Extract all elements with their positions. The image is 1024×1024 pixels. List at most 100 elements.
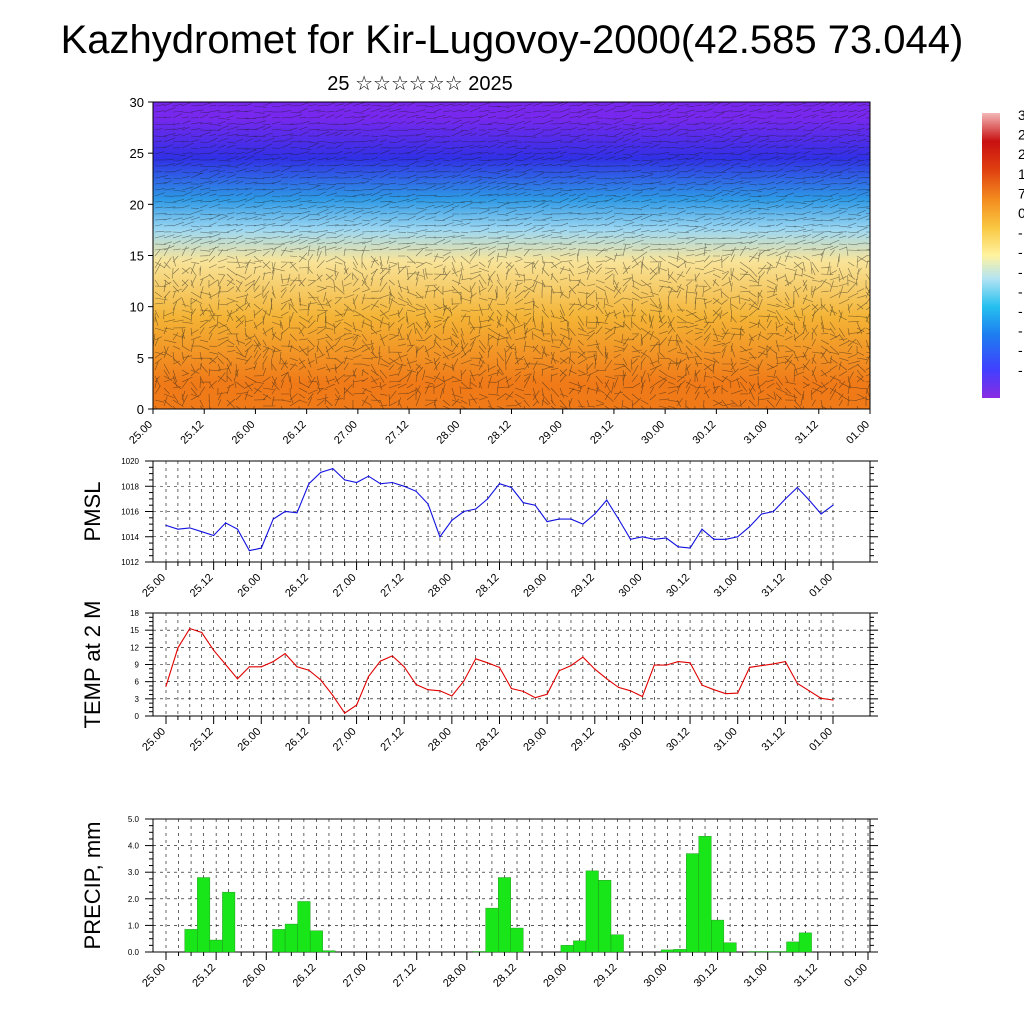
- data-point: [260, 547, 262, 549]
- data-point: [594, 513, 596, 515]
- data-point: [379, 660, 381, 662]
- data-point: [403, 666, 405, 668]
- data-point: [713, 538, 715, 540]
- data-point: [629, 690, 632, 692]
- data-point: [629, 538, 632, 540]
- colorbar-ramp: [982, 113, 1000, 398]
- data-point: [832, 504, 834, 506]
- x-tick-label: 31.00: [712, 726, 740, 754]
- x-tick-label: 25.00: [140, 962, 168, 990]
- data-point: [272, 661, 274, 663]
- precip-bar: [209, 939, 223, 953]
- data-point: [808, 499, 810, 501]
- data-point: [320, 679, 322, 681]
- colorbar-label: -: [1018, 342, 1023, 358]
- data-point: [403, 485, 405, 487]
- cs-x-tick-label: 29.12: [588, 419, 616, 447]
- y-tick-label: 3.0: [128, 868, 140, 877]
- data-point: [808, 690, 810, 692]
- precip-bar: [610, 934, 624, 953]
- data-point: [201, 631, 203, 634]
- pmsl-panel: 1012 1014 1016 1018 1020 25.00 25.12 26.00 26.12…: [80, 457, 878, 600]
- data-point: [772, 510, 775, 513]
- data-point: [260, 666, 262, 668]
- data-point: [725, 693, 727, 695]
- data-point: [486, 498, 489, 500]
- data-point: [224, 663, 227, 666]
- data-point: [677, 546, 679, 548]
- data-point: [320, 471, 322, 473]
- data-point: [475, 508, 477, 510]
- data-point: [760, 665, 763, 667]
- data-point: [332, 694, 334, 697]
- data-point: [272, 518, 274, 520]
- cross-section-panel: 0 5 10 15 20 25 30 25.00 25.12 26.00 26.12 27.00 27.…: [127, 95, 872, 447]
- cs-y-tick-label: 20: [130, 197, 144, 212]
- data-point: [355, 481, 358, 484]
- data-point: [760, 513, 763, 515]
- data-point: [236, 528, 239, 530]
- x-tick-label: 31.00: [742, 962, 770, 990]
- chart-subtitle: 25 ☆☆☆☆☆☆ 2025: [327, 73, 513, 95]
- data-point: [796, 486, 798, 489]
- cs-x-tick-label: 30.00: [639, 419, 667, 447]
- x-tick-label: 31.12: [792, 962, 820, 990]
- data-point: [189, 527, 191, 529]
- data-point: [653, 538, 655, 540]
- data-point: [498, 483, 501, 485]
- x-tick-label: 29.12: [569, 572, 597, 600]
- data-point: [665, 664, 667, 666]
- data-point: [379, 483, 381, 485]
- data-point: [463, 680, 465, 682]
- data-point: [594, 668, 596, 670]
- colorbar-label: -: [1018, 264, 1023, 280]
- data-point: [486, 662, 489, 664]
- precip-bar: [497, 877, 511, 953]
- cs-x-tick-label: 28.12: [486, 419, 514, 447]
- x-tick-label: 29.00: [521, 726, 549, 754]
- x-tick-label: 01.00: [842, 962, 870, 990]
- data-point: [534, 504, 536, 506]
- y-tick-label: 18: [130, 609, 139, 618]
- grid-lines: [153, 612, 870, 717]
- cs-y-tick-label: 30: [130, 95, 144, 110]
- x-tick-label: 01.00: [807, 726, 835, 754]
- x-tick-label: 25.00: [140, 572, 168, 600]
- data-point: [213, 649, 215, 651]
- colorbar-label: -: [1018, 244, 1023, 260]
- y-tick-label: 0: [135, 712, 140, 721]
- y-tick-label: 1014: [121, 533, 139, 542]
- data-point: [451, 695, 453, 697]
- data-point: [701, 528, 703, 530]
- data-point: [284, 653, 286, 655]
- precip-bar: [297, 901, 311, 953]
- cs-y-tick-label: 25: [130, 146, 144, 161]
- data-point: [701, 684, 703, 686]
- data-point: [415, 490, 417, 492]
- x-tick-label: 27.00: [331, 572, 359, 600]
- x-tick-label: 25.12: [188, 572, 216, 600]
- precip-bar: [510, 927, 524, 953]
- precip-bar: [711, 919, 725, 953]
- x-tick-label: 30.00: [617, 572, 645, 600]
- colorbar: 3 2 2 1 7 0 - - - - - - - -: [982, 107, 1024, 398]
- data-point: [308, 483, 310, 485]
- wind-barbs: [153, 102, 870, 409]
- data-point: [344, 712, 346, 714]
- cs-x-tick-label: 30.12: [691, 419, 719, 447]
- precip-bar: [698, 836, 712, 953]
- data-point: [653, 664, 655, 666]
- precip-bar: [598, 879, 612, 953]
- y-tick-label: 15: [130, 626, 139, 635]
- precip-bar: [284, 923, 298, 953]
- data-point: [498, 666, 501, 668]
- y-tick-label: 2.0: [128, 895, 140, 904]
- data-point: [451, 519, 453, 521]
- data-point: [391, 481, 393, 484]
- data-point: [367, 675, 370, 678]
- colorbar-label: 1: [1018, 166, 1024, 182]
- cs-x-tick-label: 28.00: [434, 419, 462, 447]
- chart-title: Kazhydromet for Kir-Lugovoy-2000(42.585 …: [60, 18, 964, 62]
- data-point: [772, 663, 775, 665]
- data-point: [427, 689, 429, 691]
